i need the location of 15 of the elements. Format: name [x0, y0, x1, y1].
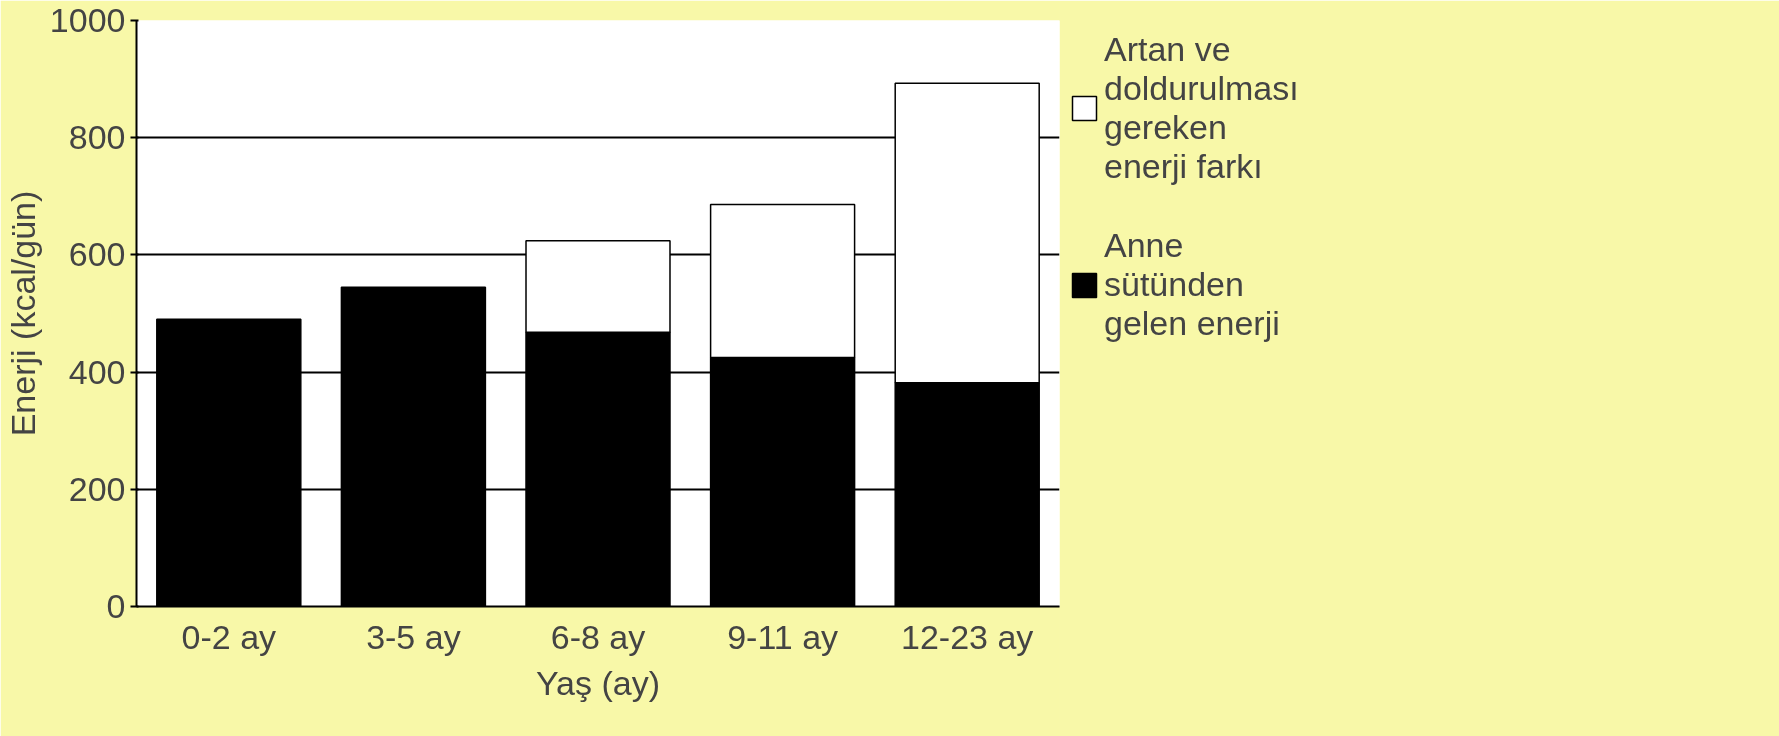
- legend-label: Anne sütünden gelen enerji: [1104, 226, 1280, 343]
- y-tick-label: 800: [68, 118, 126, 157]
- y-tick-label: 0: [106, 587, 126, 625]
- x-tick-label: 3-5 ay: [366, 617, 461, 656]
- y-axis-title: Enerji (kcal/gün): [3, 190, 42, 437]
- x-tick-label: 12-23 ay: [901, 617, 1034, 656]
- x-tick-label: 0-2 ay: [181, 617, 277, 656]
- y-tick-label: 600: [68, 235, 126, 274]
- y-tick-label: 200: [68, 469, 126, 508]
- x-tick-label: 9-11 ay: [727, 617, 839, 656]
- x-axis-title: Yaş (ay): [535, 663, 661, 702]
- y-tick-label: 1000: [49, 1, 126, 39]
- legend-label: Artan ve doldurulması gereken enerji farkı: [1104, 30, 1299, 186]
- x-tick-label: 6-8 ay: [550, 617, 646, 656]
- y-tick-label: 400: [68, 352, 126, 391]
